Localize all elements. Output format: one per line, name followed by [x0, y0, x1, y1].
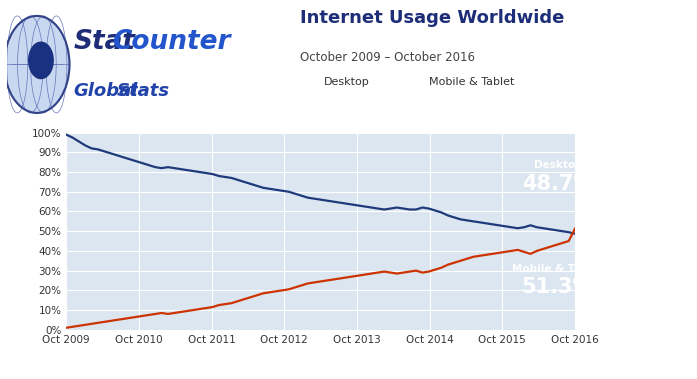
Text: 51.3%: 51.3% — [522, 277, 594, 297]
Text: October 2009 – October 2016: October 2009 – October 2016 — [300, 51, 475, 64]
Circle shape — [4, 16, 70, 113]
Text: Internet Usage Worldwide: Internet Usage Worldwide — [300, 9, 564, 27]
Text: Stats: Stats — [117, 82, 170, 100]
Text: Desktop: Desktop — [534, 160, 582, 170]
Text: Mobile & Tablet: Mobile & Tablet — [429, 77, 514, 87]
Text: Desktop: Desktop — [324, 77, 370, 87]
Text: Global: Global — [74, 82, 138, 100]
Text: 48.7%: 48.7% — [522, 174, 594, 194]
Text: Stat: Stat — [74, 29, 136, 55]
Text: Mobile & Tablet: Mobile & Tablet — [512, 264, 604, 274]
Circle shape — [29, 42, 53, 78]
Text: Counter: Counter — [112, 29, 230, 55]
